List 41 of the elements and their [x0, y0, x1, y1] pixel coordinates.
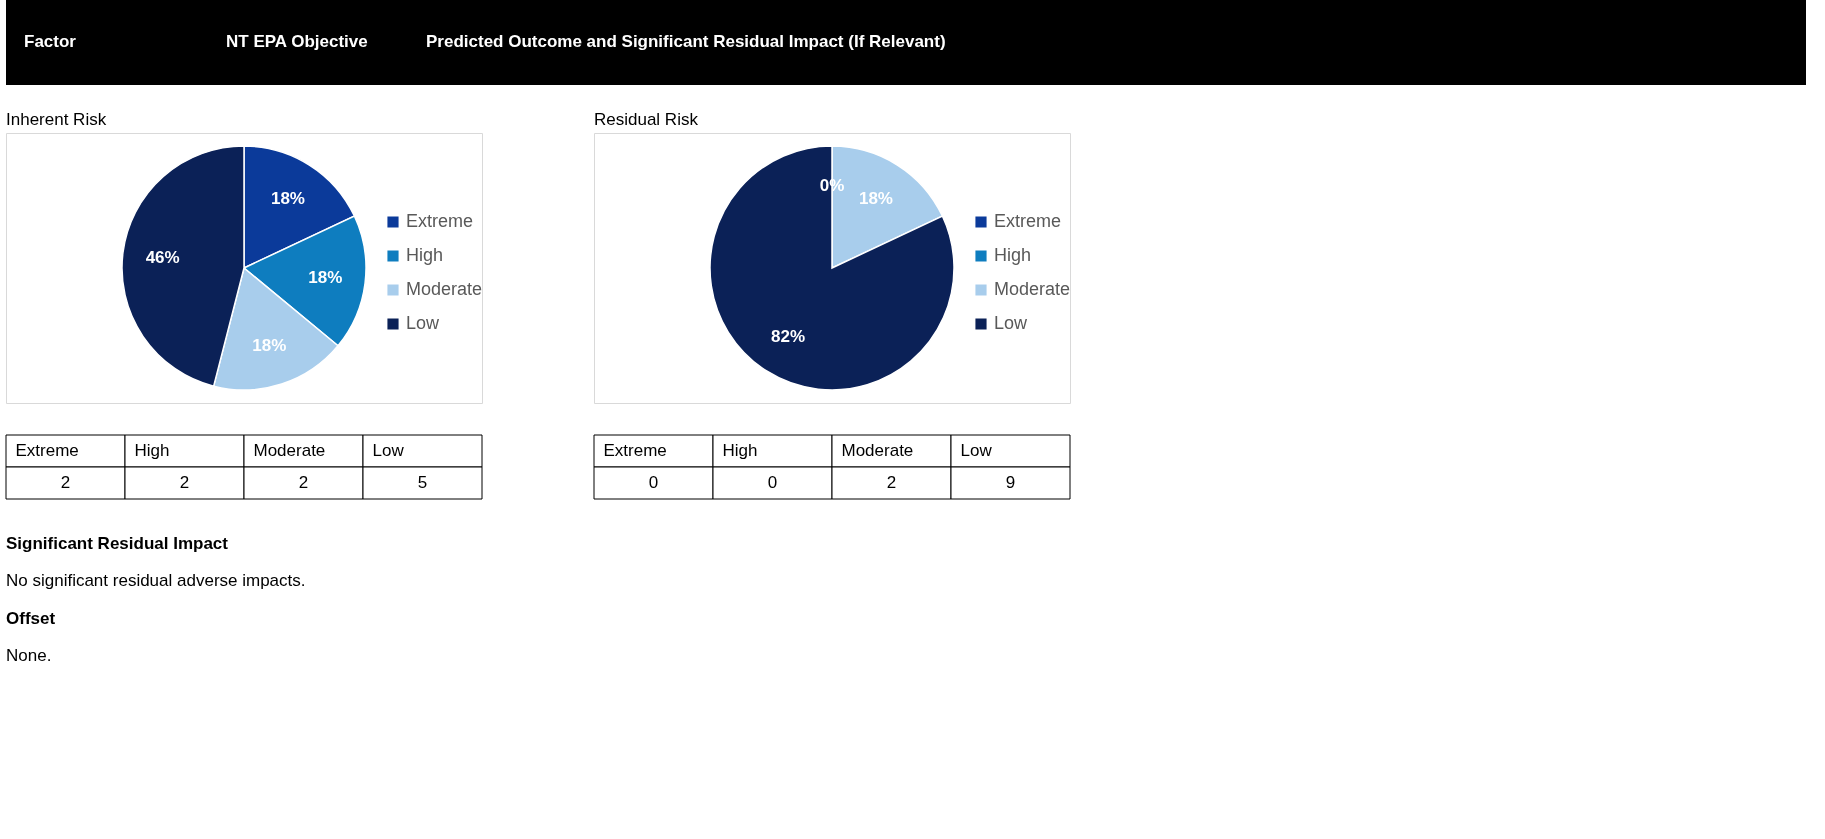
text: None.	[6, 646, 52, 666]
text: 2	[298, 473, 309, 492]
text: Offset	[6, 608, 56, 628]
legend-label: Low	[406, 313, 441, 333]
chart-title: Inherent Risk	[6, 110, 107, 129]
slice-label: Low	[960, 441, 993, 460]
slice-label: Moderate	[253, 441, 326, 460]
data-label: 18%	[858, 188, 893, 208]
legend-label: Moderate	[406, 279, 483, 299]
text: 0	[648, 473, 659, 492]
text: 5	[417, 473, 428, 492]
category-label: Extreme	[603, 441, 667, 460]
data-label: 18%	[308, 268, 343, 288]
category-label: Extreme	[15, 441, 79, 460]
chart-title: Residual Risk	[594, 110, 699, 129]
legend-label: High	[406, 245, 444, 265]
text: 9	[1005, 473, 1016, 492]
category-label: Low	[372, 441, 404, 460]
text: NT EPA Objective	[226, 32, 368, 51]
category-label: High	[722, 441, 758, 460]
text: 0	[767, 473, 778, 492]
text: 2	[886, 473, 897, 492]
legend-label: Low	[994, 313, 1029, 333]
text: 2	[179, 473, 190, 492]
category-label: Moderate	[841, 441, 914, 460]
data-label: 46%	[145, 247, 180, 267]
text: 0%	[819, 176, 845, 195]
category-label: High	[134, 441, 170, 460]
legend-label: Extreme	[406, 211, 474, 231]
data-label: 18%	[252, 335, 287, 355]
data-label: 18%	[270, 188, 305, 208]
text: Factor	[24, 32, 77, 51]
text: 2	[60, 473, 71, 492]
pie-slice	[709, 145, 955, 391]
data-label: 82%	[771, 327, 806, 347]
text: Predicted Outcome and Significant Residual Impact (If Relevant)	[426, 32, 946, 51]
legend-label: Moderate	[994, 279, 1071, 299]
text: Significant Residual Impact	[6, 533, 229, 553]
text: No significant residual adverse impacts.	[6, 571, 306, 591]
legend-label: High	[994, 245, 1032, 265]
legend-label: Extreme	[994, 211, 1062, 231]
